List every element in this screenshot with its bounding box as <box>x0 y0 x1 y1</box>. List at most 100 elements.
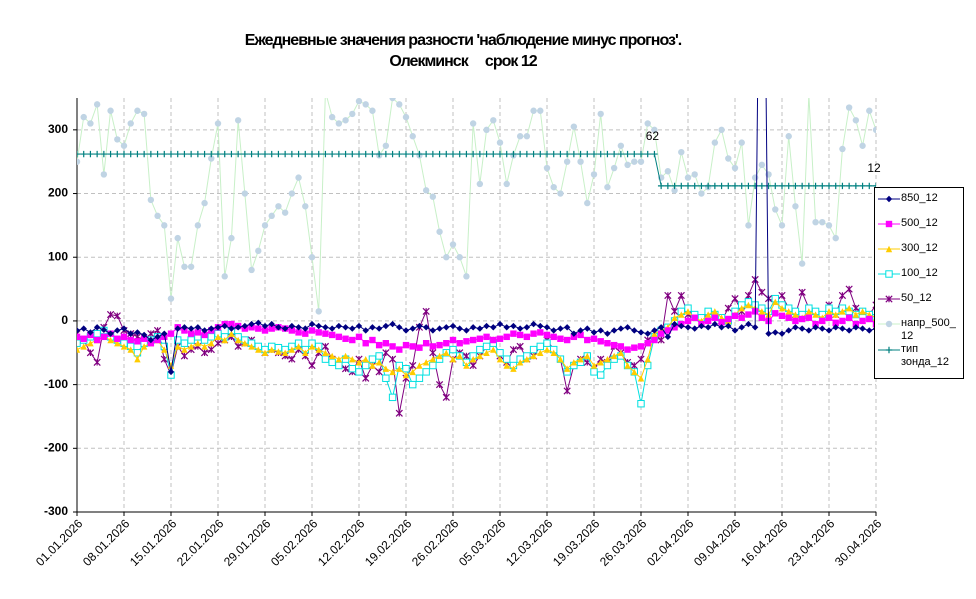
marker <box>382 142 390 149</box>
marker <box>536 342 544 351</box>
marker <box>463 150 470 158</box>
marker <box>651 327 658 334</box>
marker <box>644 340 651 347</box>
marker <box>744 291 753 300</box>
marker <box>798 260 806 267</box>
marker <box>127 120 134 127</box>
marker <box>469 150 477 158</box>
marker <box>295 343 302 350</box>
marker <box>745 182 752 190</box>
marker <box>228 325 235 332</box>
legend-swatch <box>878 245 900 253</box>
marker <box>631 344 638 351</box>
marker <box>785 133 792 140</box>
marker <box>698 190 705 197</box>
marker <box>322 330 329 337</box>
marker <box>839 317 846 325</box>
marker <box>154 212 161 220</box>
marker <box>711 182 719 190</box>
marker <box>80 343 87 350</box>
marker <box>369 336 376 344</box>
marker <box>678 311 685 318</box>
marker <box>134 329 141 336</box>
marker <box>255 247 262 255</box>
marker <box>416 362 423 369</box>
marker <box>825 327 833 334</box>
marker <box>725 155 732 162</box>
marker <box>805 327 813 334</box>
marker <box>134 355 141 363</box>
marker <box>808 98 810 99</box>
marker <box>577 150 584 158</box>
marker <box>375 359 383 366</box>
marker <box>510 322 517 330</box>
marker <box>93 336 101 344</box>
marker <box>671 320 678 328</box>
marker <box>503 362 510 369</box>
marker <box>704 317 712 325</box>
marker <box>872 301 876 309</box>
marker <box>194 324 202 331</box>
marker <box>772 329 779 336</box>
legend-swatch <box>878 295 900 303</box>
marker <box>516 359 524 366</box>
x-tick-label: 19.03.2026 <box>550 516 603 569</box>
marker <box>180 352 189 360</box>
marker <box>885 295 893 303</box>
marker <box>724 304 732 312</box>
x-tick-label: 29.01.2026 <box>221 516 274 569</box>
marker <box>483 349 490 356</box>
marker <box>496 355 504 363</box>
marker <box>288 190 296 197</box>
marker <box>268 150 275 158</box>
x-tick-label: 16.04.2026 <box>738 516 791 569</box>
marker <box>362 355 369 363</box>
marker <box>852 311 860 318</box>
marker <box>341 365 350 373</box>
marker <box>194 340 202 347</box>
marker <box>563 324 571 331</box>
marker <box>80 335 87 342</box>
marker <box>805 308 813 315</box>
marker <box>241 150 249 158</box>
marker <box>819 317 826 325</box>
marker <box>422 307 430 315</box>
marker <box>885 220 893 228</box>
marker <box>483 126 490 134</box>
marker <box>684 174 692 181</box>
marker <box>469 361 477 370</box>
marker <box>839 308 846 315</box>
marker <box>375 368 383 376</box>
marker <box>832 234 839 242</box>
annotation: 62 <box>646 129 660 143</box>
legend-item: 500_12 <box>877 217 963 242</box>
marker <box>328 358 336 367</box>
marker <box>187 325 195 332</box>
marker <box>584 150 591 158</box>
legend-item: 100_12 <box>877 267 963 292</box>
marker <box>678 322 685 330</box>
marker <box>120 142 128 149</box>
marker <box>657 324 665 331</box>
marker <box>482 342 491 351</box>
marker <box>651 336 658 344</box>
marker <box>234 336 242 344</box>
plot-series <box>77 98 876 417</box>
legend-label: 850_12 <box>901 192 938 204</box>
marker <box>644 150 651 158</box>
marker <box>443 254 450 261</box>
marker <box>342 117 349 124</box>
marker <box>362 340 369 347</box>
marker <box>302 203 309 210</box>
marker <box>389 150 396 158</box>
marker <box>664 291 672 300</box>
marker <box>738 304 745 312</box>
marker <box>362 361 370 370</box>
y-tick-label: -100 <box>44 377 68 391</box>
marker <box>77 339 81 347</box>
marker <box>523 333 531 341</box>
marker <box>308 150 316 158</box>
marker <box>684 308 692 315</box>
marker <box>322 324 329 331</box>
marker <box>321 342 330 351</box>
